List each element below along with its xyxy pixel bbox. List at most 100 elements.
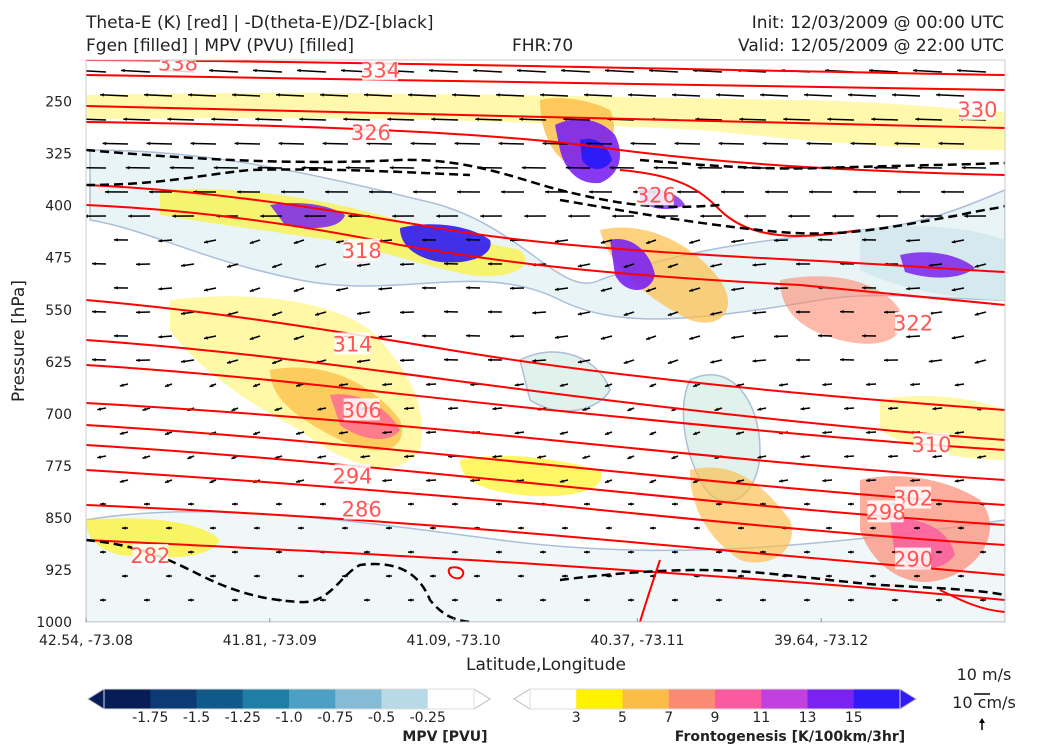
wind-vector-head — [92, 309, 96, 314]
wind-vector-head — [518, 526, 522, 530]
colorbar-tick-label: 3 — [572, 710, 581, 726]
wind-vector-head — [488, 358, 492, 362]
wind-vector-head — [317, 455, 322, 459]
wind-vector-head — [211, 117, 215, 121]
wind-vector-head — [276, 93, 280, 97]
wind-vector-head — [167, 117, 171, 121]
wind-vector-head — [674, 141, 679, 146]
wind-vector-head — [209, 383, 214, 387]
wind-vector-head — [623, 264, 628, 268]
wind-vector-head — [710, 264, 715, 268]
wind-vector-head — [400, 358, 404, 363]
contour-label-bg — [159, 60, 196, 74]
wind-vector-head — [917, 165, 922, 170]
wind-vector — [86, 70, 107, 73]
wind-vector — [912, 69, 943, 73]
wind-vector-head — [649, 68, 653, 73]
wind-vector — [762, 142, 789, 145]
wind-vector — [892, 93, 921, 97]
theta-e-contour-labels: 338 3343303263263183223143063102943022982… — [130, 58, 997, 572]
colorbar-segment — [196, 689, 244, 709]
wind-vector-head — [430, 526, 434, 530]
wind-vector-head — [671, 455, 676, 459]
wind-vector-head — [172, 214, 176, 218]
wind-vector-head — [204, 336, 208, 340]
wind-vector-head — [951, 335, 956, 340]
wind-vector — [343, 118, 371, 121]
wind-vector-head — [166, 526, 170, 530]
wind-vector-head — [100, 598, 104, 602]
wind-vector — [146, 142, 173, 145]
colorbar-segment — [381, 689, 429, 709]
colorbar-tick-label: 15 — [845, 710, 863, 726]
wind-vector — [560, 69, 591, 73]
wind-vector-head — [389, 165, 394, 170]
wind-vector-head — [600, 288, 605, 292]
wind-vector-head — [382, 382, 387, 387]
wind-vector-head — [800, 454, 805, 459]
contour-label-bg — [895, 311, 932, 334]
colorbar-segment — [853, 689, 901, 709]
wind-vector-head — [136, 262, 140, 267]
wind-vector-head — [296, 431, 300, 435]
wind-vector-head — [146, 141, 151, 146]
wind-vector-head — [689, 288, 694, 292]
wind-vector-head — [188, 598, 192, 602]
wind-vector-head — [870, 526, 874, 530]
wind-vector-head — [870, 574, 874, 578]
wind-vector — [563, 118, 591, 121]
wind-vector-head — [454, 141, 459, 146]
y-tick-label: 1000 — [36, 615, 72, 631]
wind-vector-head — [382, 478, 387, 483]
wind-vector-head — [518, 574, 522, 578]
y-tick-label: 475 — [45, 251, 72, 267]
wind-vector-head — [936, 502, 940, 506]
wind-vector — [208, 69, 239, 73]
wind-vector-head — [649, 479, 654, 483]
wind-vector-head — [492, 454, 497, 459]
wind-vector-head — [77, 69, 81, 72]
wind-vector-head — [633, 190, 637, 194]
wind-vector — [760, 93, 789, 97]
wind-vector-head — [97, 455, 102, 459]
x-axis-label: Latitude,Longitude — [466, 655, 626, 675]
wind-vector-head — [320, 502, 324, 506]
wind-vector-head — [646, 288, 651, 292]
contour-label-bg — [352, 120, 389, 143]
wind-vector-head — [387, 117, 391, 121]
wind-vector-head — [822, 430, 827, 435]
wind-vector-head — [848, 502, 852, 506]
wind-vector — [366, 142, 393, 145]
wind-vector — [454, 142, 481, 145]
wind-vector-head — [818, 238, 822, 242]
wind-vector — [100, 93, 129, 97]
wind-vector-head — [408, 93, 412, 97]
wind-vector — [850, 142, 877, 145]
wind-vector-head — [345, 165, 350, 170]
wind-vector-head — [181, 311, 185, 316]
wind-vector — [739, 118, 767, 121]
wind-vector-head — [936, 93, 940, 97]
wind-vector-head — [114, 334, 118, 338]
colorbar-arrow-right — [473, 688, 491, 710]
colorbar-segment — [761, 689, 808, 709]
wind-vector — [190, 142, 217, 145]
wind-vector-head — [884, 358, 888, 362]
wind-vector-head — [232, 93, 236, 97]
wind-vector-head — [848, 550, 852, 554]
wind-vector-head — [164, 383, 169, 387]
wind-vector-head — [210, 526, 214, 530]
colorbar-tick-label: 5 — [618, 710, 627, 726]
wind-vector-head — [466, 333, 470, 338]
wind-vector-head — [752, 359, 757, 363]
wind-vector-head — [957, 68, 961, 73]
contour-label: 334 — [360, 58, 400, 82]
wind-vector-head — [646, 336, 651, 340]
ref-vector-horizontal-label: 10 m/s — [957, 665, 1012, 684]
wind-vector-head — [914, 574, 918, 578]
wind-vector-head — [457, 190, 461, 194]
contour-label: 310 — [911, 433, 951, 457]
wind-vector-head — [736, 479, 740, 483]
valid-time: Valid: 12/05/2009 @ 22:00 UTC — [738, 36, 1004, 56]
wind-vector-head — [249, 336, 254, 340]
